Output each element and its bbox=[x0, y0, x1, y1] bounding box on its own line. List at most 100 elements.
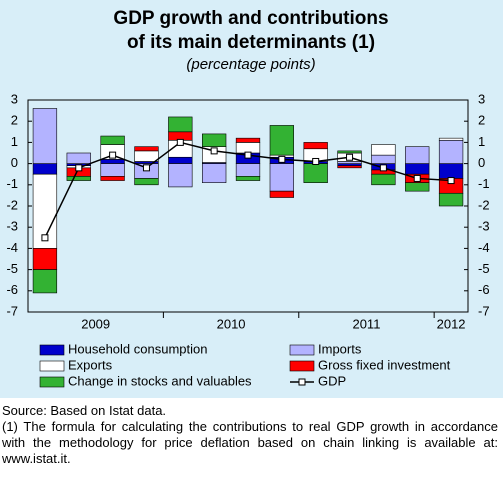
legend-label: Household consumption bbox=[68, 341, 207, 356]
bar-segment bbox=[32, 269, 58, 294]
chart-title: of its main determinants (1) bbox=[127, 32, 375, 53]
x-group-label: 2009 bbox=[81, 316, 110, 331]
chart: GDP growth and contributions of its main… bbox=[0, 0, 503, 398]
bar-segment bbox=[100, 163, 125, 177]
y2-tick-label: 2 bbox=[478, 113, 485, 128]
legend-label: Gross fixed investment bbox=[318, 357, 451, 372]
y-tick-label: -3 bbox=[6, 219, 18, 234]
y-tick-label: -1 bbox=[6, 176, 18, 191]
bar-segment bbox=[235, 142, 261, 154]
bar-segment bbox=[134, 146, 159, 152]
bar-segment bbox=[337, 165, 362, 169]
x-group-label: 2011 bbox=[352, 316, 380, 331]
bar-segment bbox=[32, 248, 58, 270]
bar-segment bbox=[303, 142, 328, 150]
bar-segment bbox=[202, 163, 227, 183]
bar-segment bbox=[438, 163, 464, 179]
y2-tick-label: 0 bbox=[478, 155, 485, 170]
y-tick-label: -7 bbox=[6, 303, 18, 318]
bar-segment bbox=[100, 176, 125, 181]
bar-segment bbox=[134, 150, 159, 162]
y-tick-label: -5 bbox=[6, 261, 18, 276]
bar-segment bbox=[337, 161, 362, 164]
bar-segment bbox=[66, 152, 91, 164]
bar-segment bbox=[438, 137, 464, 141]
gdp-marker bbox=[346, 153, 354, 161]
chart-subtitle: (percentage points) bbox=[186, 56, 315, 73]
y-tick-label: 2 bbox=[11, 113, 18, 128]
bar-segment bbox=[269, 125, 294, 156]
legend-label: Change in stocks and valuables bbox=[68, 373, 252, 388]
gdp-marker bbox=[176, 138, 184, 146]
legend-swatch bbox=[39, 376, 65, 388]
y-tick-label: 3 bbox=[11, 91, 18, 106]
gdp-marker bbox=[278, 155, 286, 163]
bar-segment bbox=[269, 190, 294, 198]
bar-segment bbox=[168, 163, 193, 188]
y2-tick-label: -5 bbox=[478, 261, 490, 276]
bar-segment bbox=[405, 146, 430, 164]
bar-segment bbox=[235, 137, 261, 143]
bar-segment bbox=[235, 176, 261, 181]
y-tick-label: 0 bbox=[11, 155, 18, 170]
x-group-label: 2010 bbox=[217, 316, 246, 331]
bar-segment bbox=[168, 156, 193, 164]
bar-segment bbox=[168, 116, 193, 133]
y2-tick-label: -2 bbox=[478, 197, 490, 212]
bar-segment bbox=[438, 192, 464, 207]
bar-segment bbox=[371, 154, 396, 164]
legend-swatch bbox=[39, 360, 65, 372]
legend-swatch bbox=[39, 344, 65, 356]
x-group-label: 2012 bbox=[437, 316, 466, 331]
y2-tick-label: -1 bbox=[478, 176, 490, 191]
bar-segment bbox=[303, 163, 328, 183]
legend-swatch bbox=[289, 344, 315, 356]
y2-tick-label: -7 bbox=[478, 303, 490, 318]
gdp-marker bbox=[244, 151, 252, 159]
chart-title: GDP growth and contributions bbox=[113, 8, 388, 29]
gdp-marker bbox=[379, 164, 387, 172]
y2-tick-label: 3 bbox=[478, 91, 485, 106]
bar-segment bbox=[337, 163, 362, 167]
bar-segment bbox=[66, 176, 91, 181]
gdp-marker bbox=[413, 174, 421, 182]
gdp-marker bbox=[312, 157, 320, 165]
bar-segment bbox=[405, 163, 430, 175]
chart-background bbox=[0, 0, 503, 398]
source: Source: Based on Istat data. bbox=[2, 403, 167, 418]
legend-label: Imports bbox=[318, 341, 362, 356]
y2-tick-label: -6 bbox=[478, 282, 490, 297]
note: (1) The formula for calculating the cont… bbox=[2, 419, 498, 466]
footer: Source: Based on Istat data. (1) The for… bbox=[2, 403, 498, 467]
bar-segment bbox=[269, 163, 294, 192]
gdp-marker bbox=[142, 164, 150, 172]
y-tick-label: 1 bbox=[11, 134, 18, 149]
bar-segment bbox=[32, 163, 58, 175]
y2-tick-label: 1 bbox=[478, 134, 485, 149]
bar-segment bbox=[438, 139, 464, 164]
y2-tick-label: -4 bbox=[478, 240, 490, 255]
y-tick-label: -6 bbox=[6, 282, 18, 297]
bar-segment bbox=[100, 135, 125, 145]
bar-segment bbox=[235, 163, 261, 177]
gdp-marker bbox=[109, 151, 117, 159]
gdp-marker bbox=[75, 164, 83, 172]
legend-label: GDP bbox=[318, 373, 346, 388]
bar-segment bbox=[405, 182, 430, 192]
legend-label: Exports bbox=[68, 357, 113, 372]
legend-swatch bbox=[289, 360, 315, 372]
y2-tick-label: -3 bbox=[478, 219, 490, 234]
y-tick-label: -2 bbox=[6, 197, 18, 212]
bar-segment bbox=[32, 108, 58, 164]
bar-segment bbox=[371, 173, 396, 186]
bar-segment bbox=[202, 133, 227, 147]
gdp-marker bbox=[447, 177, 455, 185]
legend-swatch bbox=[298, 378, 306, 386]
bar-segment bbox=[337, 150, 362, 154]
gdp-marker bbox=[41, 234, 49, 242]
bar-segment bbox=[100, 159, 125, 164]
gdp-marker bbox=[210, 147, 218, 155]
y-tick-label: -4 bbox=[6, 240, 18, 255]
bar-segment bbox=[371, 144, 396, 156]
